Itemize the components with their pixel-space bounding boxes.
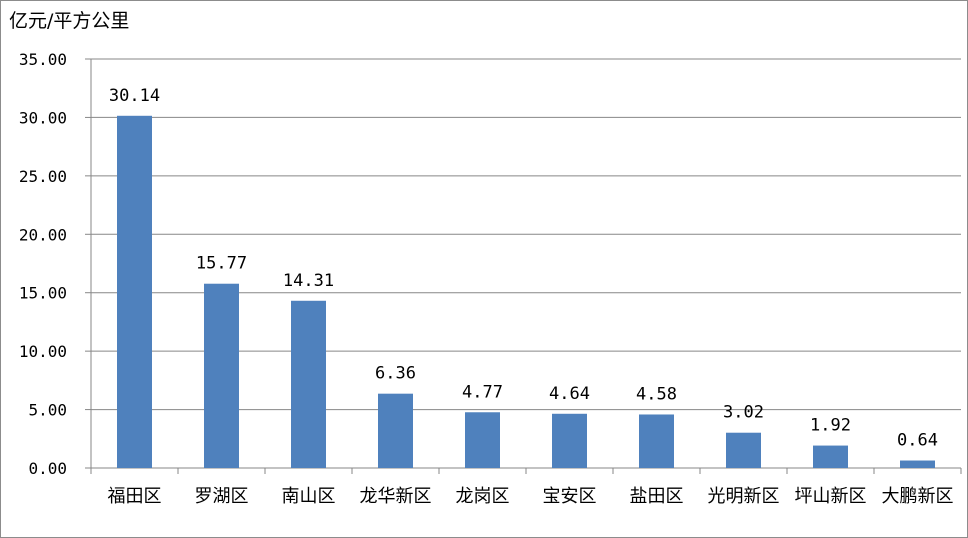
- x-category-label: 光明新区: [708, 486, 780, 507]
- y-tick-label: 5.00: [28, 401, 67, 420]
- x-category-label: 南山区: [282, 486, 336, 507]
- y-tick-label: 30.00: [19, 108, 67, 127]
- x-category-label: 大鹏新区: [882, 486, 954, 507]
- data-label: 4.58: [636, 384, 677, 404]
- y-tick-label: 0.00: [28, 459, 67, 478]
- x-category-label: 罗湖区: [195, 486, 249, 507]
- data-label: 14.31: [283, 271, 334, 291]
- data-label: 15.77: [196, 254, 247, 274]
- bar: [552, 413, 587, 468]
- bar: [900, 460, 935, 468]
- data-label: 4.64: [549, 384, 590, 404]
- bar: [378, 393, 413, 468]
- x-category-label: 宝安区: [543, 486, 597, 507]
- bar: [813, 445, 848, 468]
- x-category-label: 龙岗区: [456, 486, 510, 507]
- y-tick-label: 25.00: [19, 167, 67, 186]
- bar: [726, 432, 761, 468]
- x-category-label: 坪山新区: [795, 486, 867, 507]
- x-category-label: 福田区: [108, 486, 162, 507]
- x-category-label: 盐田区: [630, 486, 684, 507]
- bar: [204, 283, 239, 468]
- data-label: 6.36: [375, 364, 416, 384]
- data-label: 4.77: [462, 382, 503, 402]
- bar: [639, 414, 674, 468]
- y-axis-unit-label: 亿元/平方公里: [9, 10, 130, 32]
- data-label: 0.64: [897, 431, 938, 451]
- data-label: 3.02: [723, 403, 764, 423]
- y-tick-label: 10.00: [19, 342, 67, 361]
- y-tick-label: 15.00: [19, 284, 67, 303]
- data-label: 1.92: [810, 416, 851, 436]
- bar: [117, 115, 152, 468]
- x-category-label: 龙华新区: [360, 486, 432, 507]
- bar: [291, 300, 326, 468]
- y-tick-label: 35.00: [19, 50, 67, 69]
- bar: [465, 412, 500, 468]
- data-label: 30.14: [109, 86, 160, 106]
- y-tick-label: 20.00: [19, 225, 67, 244]
